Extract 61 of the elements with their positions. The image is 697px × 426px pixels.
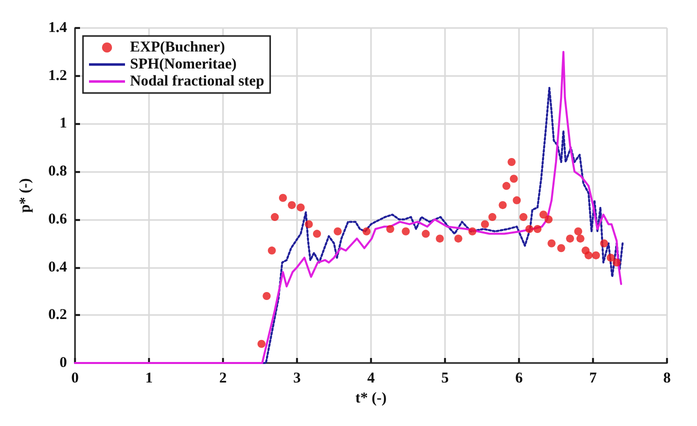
x-tick-label: 7	[589, 370, 598, 386]
y-tick-label: 0.8	[48, 164, 67, 180]
point	[304, 220, 313, 228]
point	[539, 210, 548, 219]
x-tick-label: 0	[71, 370, 79, 386]
point	[519, 213, 528, 222]
point	[576, 234, 584, 243]
point	[312, 230, 321, 238]
point	[566, 234, 574, 243]
point	[480, 220, 489, 228]
point	[574, 227, 582, 236]
legend-label: EXP(Buchner)	[130, 40, 225, 56]
point	[525, 225, 534, 233]
y-tick-label: 1.2	[48, 68, 67, 84]
x-tick-label: 3	[293, 370, 301, 386]
point	[257, 340, 266, 348]
x-tick-label: 1	[145, 370, 153, 386]
point	[454, 234, 462, 243]
point	[270, 213, 279, 222]
legend-label: SPH(Nomeritae)	[130, 56, 237, 72]
point	[612, 258, 621, 266]
y-tick-label: 1	[60, 116, 67, 132]
point	[544, 215, 553, 224]
y-axis-title: p* (-)	[18, 178, 34, 213]
point	[498, 201, 507, 210]
x-tick-label: 6	[515, 370, 524, 386]
y-tick-label: 0.6	[48, 211, 68, 228]
point	[584, 251, 593, 260]
point	[386, 225, 394, 233]
point	[268, 246, 276, 255]
point	[557, 244, 566, 252]
point	[502, 182, 510, 190]
point	[262, 292, 271, 300]
point	[508, 158, 516, 166]
point	[334, 227, 342, 236]
point	[278, 194, 287, 202]
point	[600, 239, 608, 248]
point	[606, 254, 615, 262]
y-tick-label: 0	[60, 355, 67, 371]
point	[288, 201, 296, 210]
x-tick-label: 5	[441, 370, 449, 386]
x-tick-label: 4	[367, 370, 376, 386]
point	[510, 174, 518, 183]
y-tick-label: 0.2	[48, 307, 67, 324]
legend-label: Nodal fractional step	[130, 74, 264, 90]
point	[592, 251, 600, 260]
point	[512, 196, 521, 204]
point	[362, 227, 371, 236]
point	[296, 203, 305, 212]
point	[534, 225, 542, 233]
point	[422, 230, 430, 238]
y-tick-label: 0.4	[48, 259, 68, 276]
x-tick-label: 2	[219, 370, 227, 386]
x-tick-label: 8	[663, 370, 671, 386]
point	[488, 213, 496, 222]
x-axis-title: t* (-)	[355, 390, 387, 406]
y-tick-label: 1.4	[48, 20, 68, 36]
point	[468, 227, 476, 236]
point	[436, 234, 444, 243]
point	[402, 227, 410, 236]
point	[548, 239, 556, 248]
